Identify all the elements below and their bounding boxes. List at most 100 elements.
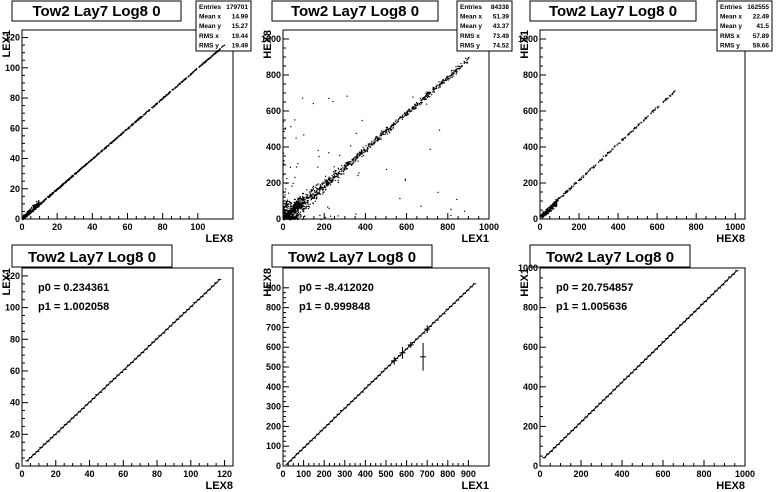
scatter-point [286,216,288,219]
scatter-point [371,144,374,146]
scatter-point [295,200,298,202]
scatter-point [36,203,38,206]
scatter-point [658,105,660,108]
fit-line [543,270,738,459]
scatter-point [22,216,24,218]
scatter-point [426,95,428,97]
scatter-point [638,123,640,125]
scatter-point [301,192,304,194]
y-tick-label: 800 [523,303,538,313]
scatter-point [55,190,58,192]
scatter-point [671,93,674,96]
scatter-point [297,218,299,221]
scatter-point [63,183,65,185]
scatter-point [585,173,587,176]
scatter-point [109,142,111,145]
scatter-point [334,173,336,175]
scatter-point [97,152,99,155]
scatter-point [158,100,160,103]
scatter-point [100,151,102,153]
scatter-point [40,203,42,205]
scatter-point [318,188,321,190]
stats-value: 73.49 [493,33,510,40]
scatter-point [293,208,295,210]
stats-label: Mean x [199,14,221,21]
scatter-point [578,178,581,181]
scatter-point [122,131,124,133]
scatter-point [313,189,316,192]
scatter-point [190,73,192,75]
scatter-point [456,71,458,73]
scatter-point [552,206,554,208]
scatter-point [573,185,575,187]
scatter-point [401,118,403,120]
scatter-point [300,215,302,217]
y-axis-label: LEX1 [1,30,13,58]
scatter-point [26,213,29,215]
scatter-point [187,75,190,77]
scatter-point [70,176,72,178]
x-tick-label: 60 [122,222,132,232]
scatter-point [605,155,607,157]
scatter-point [93,156,96,159]
scatter-point [413,106,415,108]
scatter-point [218,49,221,51]
scatter-point [441,83,443,85]
scatter-point [431,94,433,96]
scatter-point [296,213,298,215]
scatter-point [48,196,50,198]
plot-title: Tow2 Lay7 Log8 0 [546,249,674,266]
scatter-point [194,69,197,71]
scatter-point [393,123,395,125]
scatter-point [437,191,439,193]
scatter-point [24,216,26,219]
scatter-point [32,210,35,213]
scatter-point [29,208,31,210]
scatter-point [296,209,298,211]
scatter-point [30,211,32,213]
scatter-point [25,213,27,216]
scatter-point [357,154,359,156]
scatter-point [545,213,548,216]
scatter-point [300,206,302,208]
scatter-point [284,215,286,218]
scatter-point [374,138,376,140]
x-axis-label: HEX8 [716,233,745,245]
scatter-point [344,168,347,170]
scatter-point [550,208,552,210]
scatter-point [595,164,597,166]
title-box [271,244,433,268]
scatter-point [284,214,286,216]
scatter-point [294,208,296,210]
scatter-point [203,62,205,64]
scatter-point [565,192,567,194]
scatter-point [390,126,392,128]
scatter-point [90,159,93,161]
scatter-point [340,168,342,170]
scatter-point [408,110,410,112]
scatter-point [346,167,348,170]
scatter-point [550,210,553,212]
scatter-point [467,58,469,60]
scatter-point [66,180,68,182]
scatter-point [643,119,645,121]
scatter-point [36,204,39,206]
scatter-point [223,44,225,47]
scatter-point [392,123,395,125]
scatter-point [117,136,119,138]
scatter-point [31,208,33,210]
scatter-point [294,203,297,205]
x-tick-label: 400 [614,469,629,479]
scatter-point [285,182,288,185]
scatter-point [602,155,604,157]
x-axis-label: LEX1 [461,480,489,492]
scatter-point [352,158,354,160]
scatter-point [333,166,335,168]
scatter-point [412,96,414,98]
scatter-point [284,203,286,205]
scatter-point [90,158,92,161]
x-tick-label: 200 [317,469,332,479]
scatter-point [378,138,380,140]
scatter-point [302,208,304,210]
scatter-point [451,71,453,74]
